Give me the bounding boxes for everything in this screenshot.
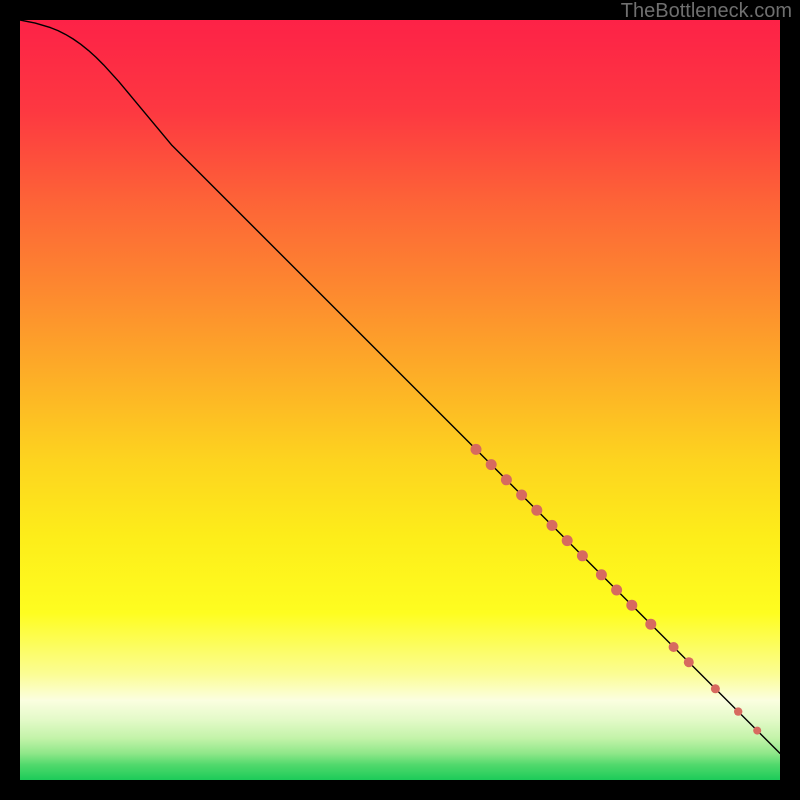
- data-point: [669, 642, 679, 652]
- data-point: [596, 569, 607, 580]
- plot-area: [20, 20, 780, 780]
- data-point: [711, 684, 720, 693]
- data-point: [753, 727, 761, 735]
- data-point: [626, 600, 637, 611]
- chart-stage: TheBottleneck.com: [0, 0, 800, 800]
- gradient-background: [20, 20, 780, 780]
- watermark-label: TheBottleneck.com: [621, 0, 792, 23]
- data-point: [684, 657, 694, 667]
- data-point: [645, 619, 656, 630]
- plot-svg: [20, 20, 780, 780]
- data-point: [577, 550, 588, 561]
- data-point: [531, 505, 542, 516]
- data-point: [547, 520, 558, 531]
- data-point: [471, 444, 482, 455]
- data-point: [501, 474, 512, 485]
- data-point: [562, 535, 573, 546]
- data-point: [611, 585, 622, 596]
- data-point: [486, 459, 497, 470]
- data-point: [734, 707, 742, 715]
- data-point: [516, 490, 527, 501]
